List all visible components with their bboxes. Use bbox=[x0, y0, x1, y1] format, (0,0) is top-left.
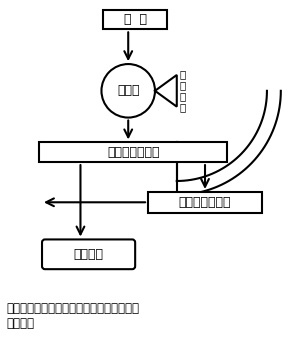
FancyBboxPatch shape bbox=[148, 192, 262, 213]
FancyBboxPatch shape bbox=[39, 142, 227, 162]
Circle shape bbox=[102, 64, 155, 117]
Polygon shape bbox=[155, 75, 177, 107]
Text: 原  料: 原 料 bbox=[124, 13, 147, 26]
FancyBboxPatch shape bbox=[103, 10, 167, 29]
Text: 磨矿机: 磨矿机 bbox=[117, 84, 139, 97]
Text: 复合式圆筛螺旋分级机和磨矿机闭路系统工: 复合式圆筛螺旋分级机和磨矿机闭路系统工 bbox=[6, 302, 139, 315]
Text: 粗
砂
返
回: 粗 砂 返 回 bbox=[180, 69, 186, 112]
Text: 合格产品: 合格产品 bbox=[74, 248, 104, 261]
Text: 第二段筛分分级: 第二段筛分分级 bbox=[179, 196, 231, 209]
FancyBboxPatch shape bbox=[42, 240, 135, 269]
Text: 第一段沉降分级: 第一段沉降分级 bbox=[107, 146, 160, 159]
Text: 作示意图: 作示意图 bbox=[6, 317, 34, 330]
